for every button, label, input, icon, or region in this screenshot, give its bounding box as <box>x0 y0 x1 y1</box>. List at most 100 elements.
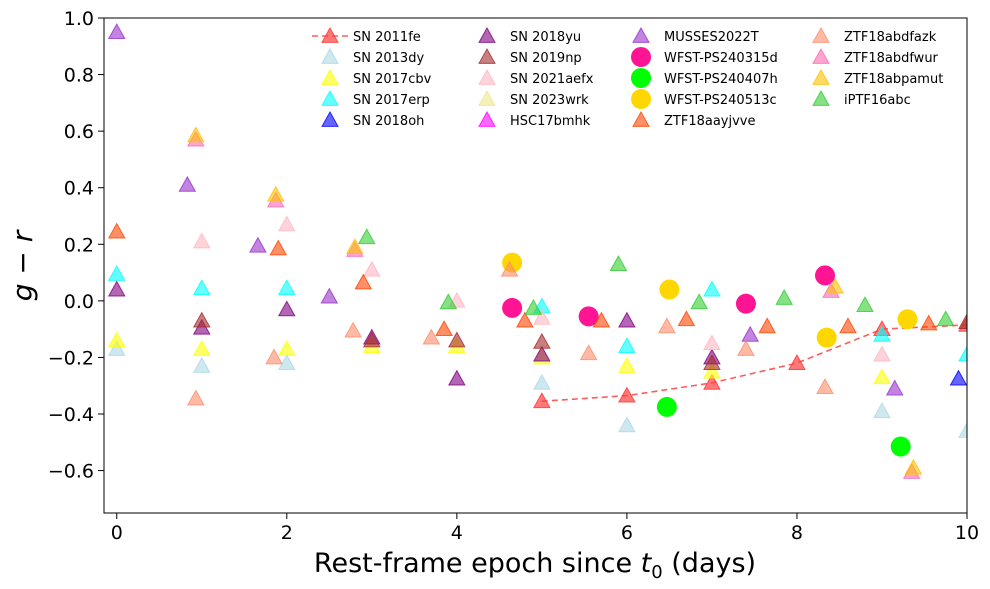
legend-marker <box>478 47 496 64</box>
legend-label: MUSSES2022T <box>664 30 759 45</box>
data-point-ztf18aayjvve <box>354 273 373 290</box>
data-point-iptf16abc <box>439 293 458 310</box>
data-point-ztf18abpamut <box>904 458 923 475</box>
data-point-ztf18abdfazk <box>344 321 362 338</box>
data-point-iptf16abc <box>775 288 794 305</box>
legend-label: SN 2017cbv <box>353 72 432 87</box>
data-point-sn-2017cbv <box>703 362 721 379</box>
data-point-sn-2017erp <box>277 279 296 296</box>
data-point-sn-2018yu <box>107 280 126 297</box>
data-point-sn-2017cbv <box>873 368 891 385</box>
legend-label: WFST-PS240513c <box>664 93 777 108</box>
legend-item-ztf18abpamut: ZTF18abpamut <box>812 68 943 87</box>
x-tick-label: 2 <box>281 522 293 544</box>
data-point-ztf18aayjvve <box>107 222 126 239</box>
data-point-ztf18abdfazk <box>658 317 676 334</box>
y-tick-label: −0.6 <box>48 461 94 483</box>
y-tick-label: 0.4 <box>64 178 94 200</box>
data-point-ztf18aayjvve <box>758 317 777 334</box>
legend-marker <box>478 68 496 85</box>
data-point-sn-2021aefx <box>873 345 891 362</box>
data-point-sn-2018yu <box>533 345 551 362</box>
data-point-ztf18abdfazk <box>422 328 441 345</box>
data-point-ztf18abpamut <box>186 126 205 143</box>
data-point-sn-2017erp <box>192 279 211 296</box>
legend-label: ZTF18abdfwur <box>844 51 939 66</box>
data-point-sn-2017cbv <box>192 339 211 356</box>
legend-marker <box>321 89 339 106</box>
legend-label: ZTF18abpamut <box>844 72 943 87</box>
legend-item-wfst-ps240315d: WFST-PS240315d <box>631 47 778 67</box>
data-point-iptf16abc <box>690 293 709 310</box>
data-point-ztf18aayjvve <box>677 310 696 327</box>
data-point-sn-2019np <box>958 313 967 329</box>
data-point-musses2022t <box>320 287 339 304</box>
legend-marker <box>812 89 830 106</box>
legend-label: SN 2019np <box>510 51 582 66</box>
legend-item-sn-2023wrk: SN 2023wrk <box>478 89 589 108</box>
y-tick-label: 0.0 <box>64 291 94 313</box>
legend-marker <box>632 26 650 43</box>
legend-label: SN 2017erp <box>353 93 430 108</box>
data-point-sn-2017erp <box>618 337 636 354</box>
data-point-sn-2013dy <box>277 354 296 370</box>
legend-marker <box>321 26 339 43</box>
legend-item-sn-2018yu: SN 2018yu <box>478 26 581 45</box>
data-point-musses2022t <box>885 379 904 396</box>
legend-label: ZTF18abdfazk <box>844 30 937 45</box>
data-point-sn-2011fe <box>533 392 551 409</box>
legend-marker <box>632 110 650 127</box>
legend-label: SN 2013dy <box>353 51 424 66</box>
legend-label: SN 2018yu <box>510 30 581 45</box>
y-tick-label: −0.4 <box>48 404 94 426</box>
data-point-sn-2019np <box>533 332 551 349</box>
data-point-sn-2011fe <box>618 386 636 403</box>
data-point-ztf18abdfazk <box>500 260 519 277</box>
x-tick-label: 6 <box>621 522 633 544</box>
data-point-sn-2011fe <box>788 354 806 370</box>
y-axis: −0.6 −0.4 −0.2 0.0 0.2 0.4 0.6 0.8 1.0 <box>48 8 104 483</box>
legend-marker <box>631 47 651 67</box>
legend-item-musses2022t: MUSSES2022T <box>632 26 759 45</box>
data-point-wfst-ps240315d <box>735 293 756 314</box>
data-point-ztf18aayjvve <box>919 314 938 331</box>
data-point-sn-2017cbv <box>618 356 636 373</box>
data-point-ztf18aayjvve <box>839 317 857 334</box>
legend-item-hsc17bmhk: HSC17bmhk <box>478 110 591 129</box>
x-tick-label: 4 <box>451 522 463 544</box>
x-tick-label: 0 <box>111 522 123 544</box>
legend-marker <box>478 110 496 127</box>
legend-marker <box>812 26 830 43</box>
data-point-sn-2017erp <box>958 345 967 362</box>
data-point-musses2022t <box>249 236 267 253</box>
y-tick-label: 0.2 <box>64 234 94 256</box>
data-point-sn-2021aefx <box>277 215 296 232</box>
legend-label: WFST-PS240407h <box>664 72 778 87</box>
series-line-sn-2011fe <box>541 324 967 403</box>
data-point-iptf16abc <box>936 310 955 327</box>
data-point-wfst-ps240315d <box>578 306 599 327</box>
data-point-sn-2019np <box>703 354 721 370</box>
legend-item-sn-2011fe: SN 2011fe <box>312 26 421 45</box>
data-point-ztf18aayjvve <box>516 311 534 328</box>
legend-label: HSC17bmhk <box>510 114 591 129</box>
y-axis-label: g − r <box>6 229 39 301</box>
legend-item-iptf16abc: iPTF16abc <box>812 89 911 108</box>
legend-label: SN 2021aefx <box>510 72 594 87</box>
plot-points <box>107 23 967 479</box>
x-tick-label: 8 <box>791 522 803 544</box>
legend-item-sn-2019np: SN 2019np <box>478 47 582 66</box>
legend-item-sn-2021aefx: SN 2021aefx <box>478 68 594 87</box>
data-point-wfst-ps240513c <box>897 309 918 330</box>
legend-item-wfst-ps240513c: WFST-PS240513c <box>631 89 777 109</box>
legend-item-sn-2017cbv: SN 2017cbv <box>321 68 432 87</box>
data-point-iptf16abc <box>856 296 874 312</box>
data-point-ztf18aayjvve <box>592 311 611 328</box>
data-point-ztf18abdfazk <box>816 378 834 395</box>
data-point-sn-2021aefx <box>192 232 211 249</box>
data-point-sn-2019np <box>362 331 381 348</box>
y-tick-label: 0.6 <box>64 121 94 143</box>
data-point-sn-2017erp <box>703 280 721 297</box>
data-point-ztf18abdfazk <box>737 339 755 356</box>
